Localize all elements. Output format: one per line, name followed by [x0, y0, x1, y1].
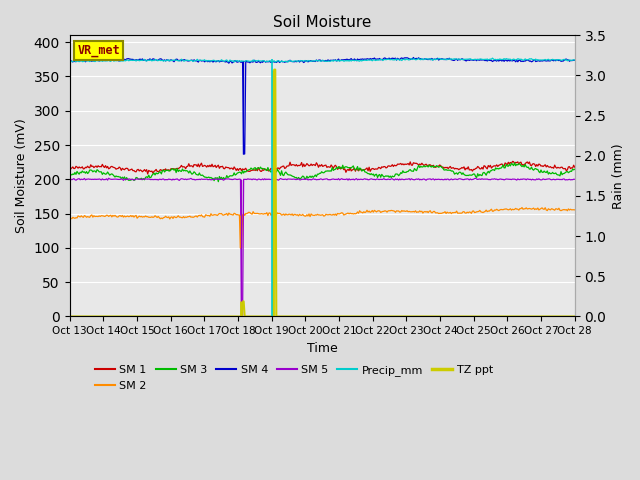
SM 2: [518, 204, 526, 210]
Precip_mm: [527, 56, 534, 62]
SM 5: [105, 175, 113, 181]
SM 4: [240, 151, 248, 157]
Line: SM 2: SM 2: [70, 207, 575, 248]
SM 3: [374, 175, 381, 180]
SM 2: [223, 211, 230, 216]
SM 4: [66, 58, 74, 64]
Legend: SM 1, SM 2, SM 3, SM 4, SM 5, Precip_mm, TZ ppt: SM 1, SM 2, SM 3, SM 4, SM 5, Precip_mm,…: [90, 361, 497, 395]
SM 3: [349, 163, 357, 169]
Precip_mm: [571, 57, 579, 63]
SM 5: [237, 313, 245, 319]
Line: SM 3: SM 3: [70, 163, 575, 181]
Precip_mm: [374, 57, 381, 63]
Line: SM 5: SM 5: [70, 178, 575, 316]
SM 1: [374, 166, 381, 172]
Line: TZ ppt: TZ ppt: [70, 70, 575, 316]
SM 3: [66, 172, 74, 178]
Title: Soil Moisture: Soil Moisture: [273, 15, 371, 30]
SM 2: [571, 207, 579, 213]
Precip_mm: [280, 59, 287, 64]
SM 2: [349, 211, 357, 217]
Y-axis label: Rain (mm): Rain (mm): [612, 143, 625, 209]
SM 2: [527, 206, 534, 212]
SM 4: [280, 59, 287, 64]
SM 5: [439, 177, 447, 182]
SM 4: [223, 59, 230, 64]
Precip_mm: [438, 56, 445, 62]
Text: VR_met: VR_met: [77, 44, 120, 57]
SM 2: [237, 245, 244, 251]
SM 5: [66, 177, 74, 183]
SM 1: [144, 171, 152, 177]
SM 5: [375, 177, 383, 182]
SM 4: [439, 56, 447, 62]
SM 5: [224, 176, 232, 182]
Precip_mm: [66, 59, 74, 65]
Precip_mm: [223, 57, 230, 63]
SM 2: [66, 215, 74, 221]
TZ ppt: [438, 313, 445, 319]
SM 5: [281, 177, 289, 182]
Line: SM 1: SM 1: [70, 161, 575, 174]
SM 3: [527, 166, 534, 172]
SM 3: [511, 160, 518, 166]
SM 3: [571, 167, 579, 172]
Y-axis label: Soil Moisture (mV): Soil Moisture (mV): [15, 119, 28, 233]
SM 2: [280, 211, 287, 217]
TZ ppt: [280, 313, 287, 319]
SM 4: [527, 58, 534, 64]
TZ ppt: [349, 313, 357, 319]
SM 3: [438, 165, 445, 170]
TZ ppt: [270, 67, 278, 72]
SM 1: [527, 162, 534, 168]
SM 5: [571, 177, 579, 182]
Line: Precip_mm: Precip_mm: [70, 58, 575, 62]
SM 1: [571, 164, 579, 170]
SM 3: [280, 173, 287, 179]
SM 4: [374, 56, 381, 62]
SM 2: [374, 208, 381, 214]
Precip_mm: [349, 57, 357, 63]
SM 5: [527, 177, 534, 182]
TZ ppt: [66, 313, 74, 319]
SM 3: [224, 175, 232, 180]
SM 1: [349, 167, 357, 172]
SM 3: [214, 179, 222, 184]
SM 5: [351, 177, 358, 183]
TZ ppt: [223, 313, 230, 319]
TZ ppt: [571, 313, 579, 319]
Precip_mm: [488, 55, 496, 61]
SM 4: [410, 55, 417, 60]
SM 1: [438, 164, 445, 170]
SM 1: [224, 165, 232, 170]
Precip_mm: [271, 59, 279, 65]
SM 4: [571, 58, 579, 63]
Line: SM 4: SM 4: [70, 58, 575, 154]
SM 1: [280, 163, 287, 169]
SM 2: [438, 210, 445, 216]
TZ ppt: [374, 313, 381, 319]
SM 4: [349, 57, 357, 63]
TZ ppt: [525, 313, 533, 319]
X-axis label: Time: Time: [307, 342, 337, 355]
SM 1: [66, 166, 74, 171]
SM 1: [509, 158, 516, 164]
